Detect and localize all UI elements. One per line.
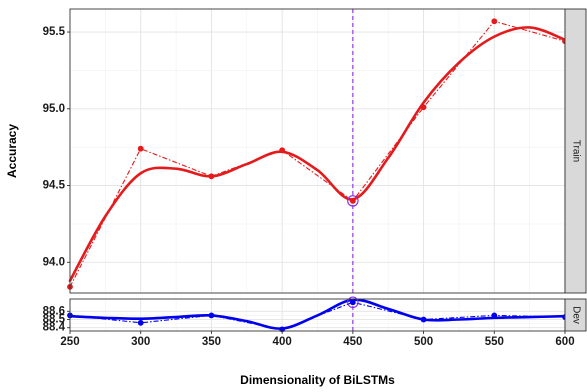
train-strip [564,8,587,294]
train-y-tick-label: 94.0 [43,256,65,268]
dev-data-point [349,299,356,306]
dev-observed-line [69,301,566,330]
x-tick-label: 600 [555,336,574,348]
train-observed-line [69,20,566,288]
train-highlight-marker [347,195,359,207]
dev-y-tick-label: 88.5 [43,314,66,326]
dev-strip-label: Dev [571,306,582,324]
dev-y-tick-label: 88.6 [43,305,65,317]
dev-data-point [137,319,144,326]
train-data-point [491,18,498,25]
dev-highlight-marker [347,296,359,309]
train-y-tick-label: 95.0 [43,103,65,115]
train-y-tick-label: 95.5 [43,26,66,38]
x-tick-label: 300 [131,336,150,348]
y-axis-title: Accuracy [5,124,19,178]
dev-strip [564,298,587,332]
dev-data-point [208,312,215,319]
x-tick-label: 350 [202,336,221,348]
train-data-point [208,173,215,180]
x-tick-label: 250 [60,336,79,348]
x-tick-label: 550 [485,336,504,348]
dev-data-point [420,316,427,323]
train-y-tick-label: 94.5 [43,180,66,192]
x-tick-label: 400 [273,336,292,348]
x-tick-label-highlight: 450 [343,336,362,348]
train-strip-label: Train [571,140,582,162]
train-data-point [279,147,286,154]
dev-data-point [491,312,498,319]
dev-y-tick-label: 88.4 [43,322,66,334]
train-data-point [137,145,144,152]
train-data-point [420,104,427,111]
x-axis-title: Dimensionality of BiLSTMs [240,373,395,387]
x-tick-label: 500 [414,336,433,348]
train-data-point [349,197,356,204]
train-smoothed-line [68,26,567,283]
